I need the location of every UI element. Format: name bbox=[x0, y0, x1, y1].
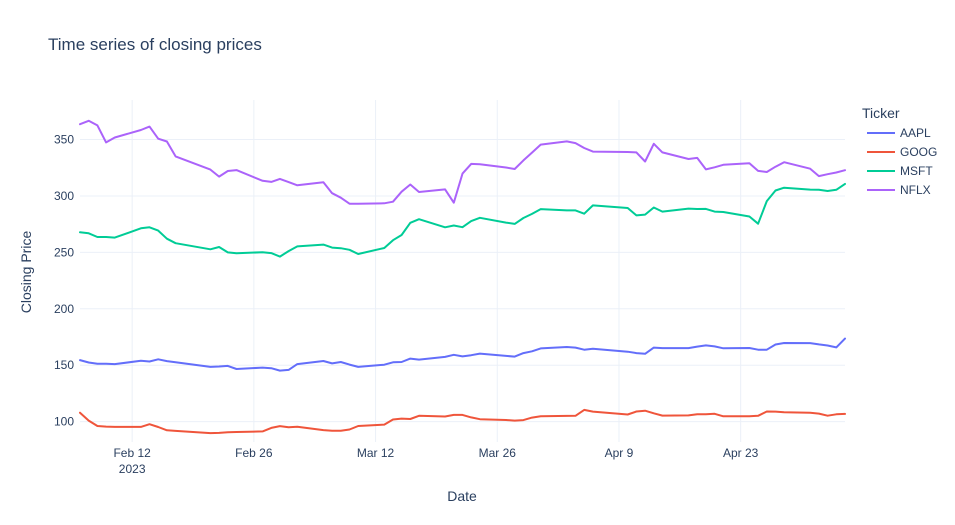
legend-title: Ticker bbox=[862, 105, 900, 121]
legend-label: AAPL bbox=[900, 126, 931, 140]
x-tick-label: Apr 9 bbox=[605, 446, 634, 460]
x-tick-year-label: 2023 bbox=[119, 462, 146, 476]
x-tick-label: Apr 23 bbox=[723, 446, 759, 460]
y-tick-label: 100 bbox=[54, 415, 74, 429]
y-tick-label: 250 bbox=[54, 245, 74, 259]
legend-item-aapl[interactable]: AAPL bbox=[867, 126, 931, 140]
legend-label: GOOG bbox=[900, 145, 937, 159]
legend-label: MSFT bbox=[900, 164, 933, 178]
x-tick-label: Feb 12 bbox=[113, 446, 151, 460]
series-line-goog bbox=[79, 408, 846, 435]
series-layer bbox=[79, 119, 846, 435]
y-tick-label: 200 bbox=[54, 302, 74, 316]
chart-title: Time series of closing prices bbox=[48, 35, 262, 54]
legend-item-nflx[interactable]: NFLX bbox=[867, 183, 931, 197]
y-axis-ticks: 100 150 200 250 300 350 bbox=[54, 133, 74, 429]
grid bbox=[80, 100, 845, 442]
x-tick-label: Feb 26 bbox=[235, 446, 273, 460]
x-tick-label: Mar 26 bbox=[479, 446, 517, 460]
legend-item-msft[interactable]: MSFT bbox=[867, 164, 933, 178]
x-axis-title: Date bbox=[447, 488, 477, 504]
series-line-aapl bbox=[79, 337, 846, 372]
series-line-msft bbox=[79, 182, 846, 258]
legend[interactable]: Ticker AAPL GOOG MSFT NFLX bbox=[862, 105, 937, 197]
x-axis-ticks: Feb 12 2023 Feb 26 Mar 12 Mar 26 Apr 9 Apr 23 bbox=[113, 446, 758, 476]
y-tick-label: 150 bbox=[54, 358, 74, 372]
legend-label: NFLX bbox=[900, 183, 931, 197]
y-axis-title: Closing Price bbox=[18, 231, 34, 314]
legend-item-goog[interactable]: GOOG bbox=[867, 145, 937, 159]
y-tick-label: 300 bbox=[54, 189, 74, 203]
y-tick-label: 350 bbox=[54, 133, 74, 147]
x-tick-label: Mar 12 bbox=[357, 446, 395, 460]
series-line-nflx bbox=[79, 119, 846, 205]
